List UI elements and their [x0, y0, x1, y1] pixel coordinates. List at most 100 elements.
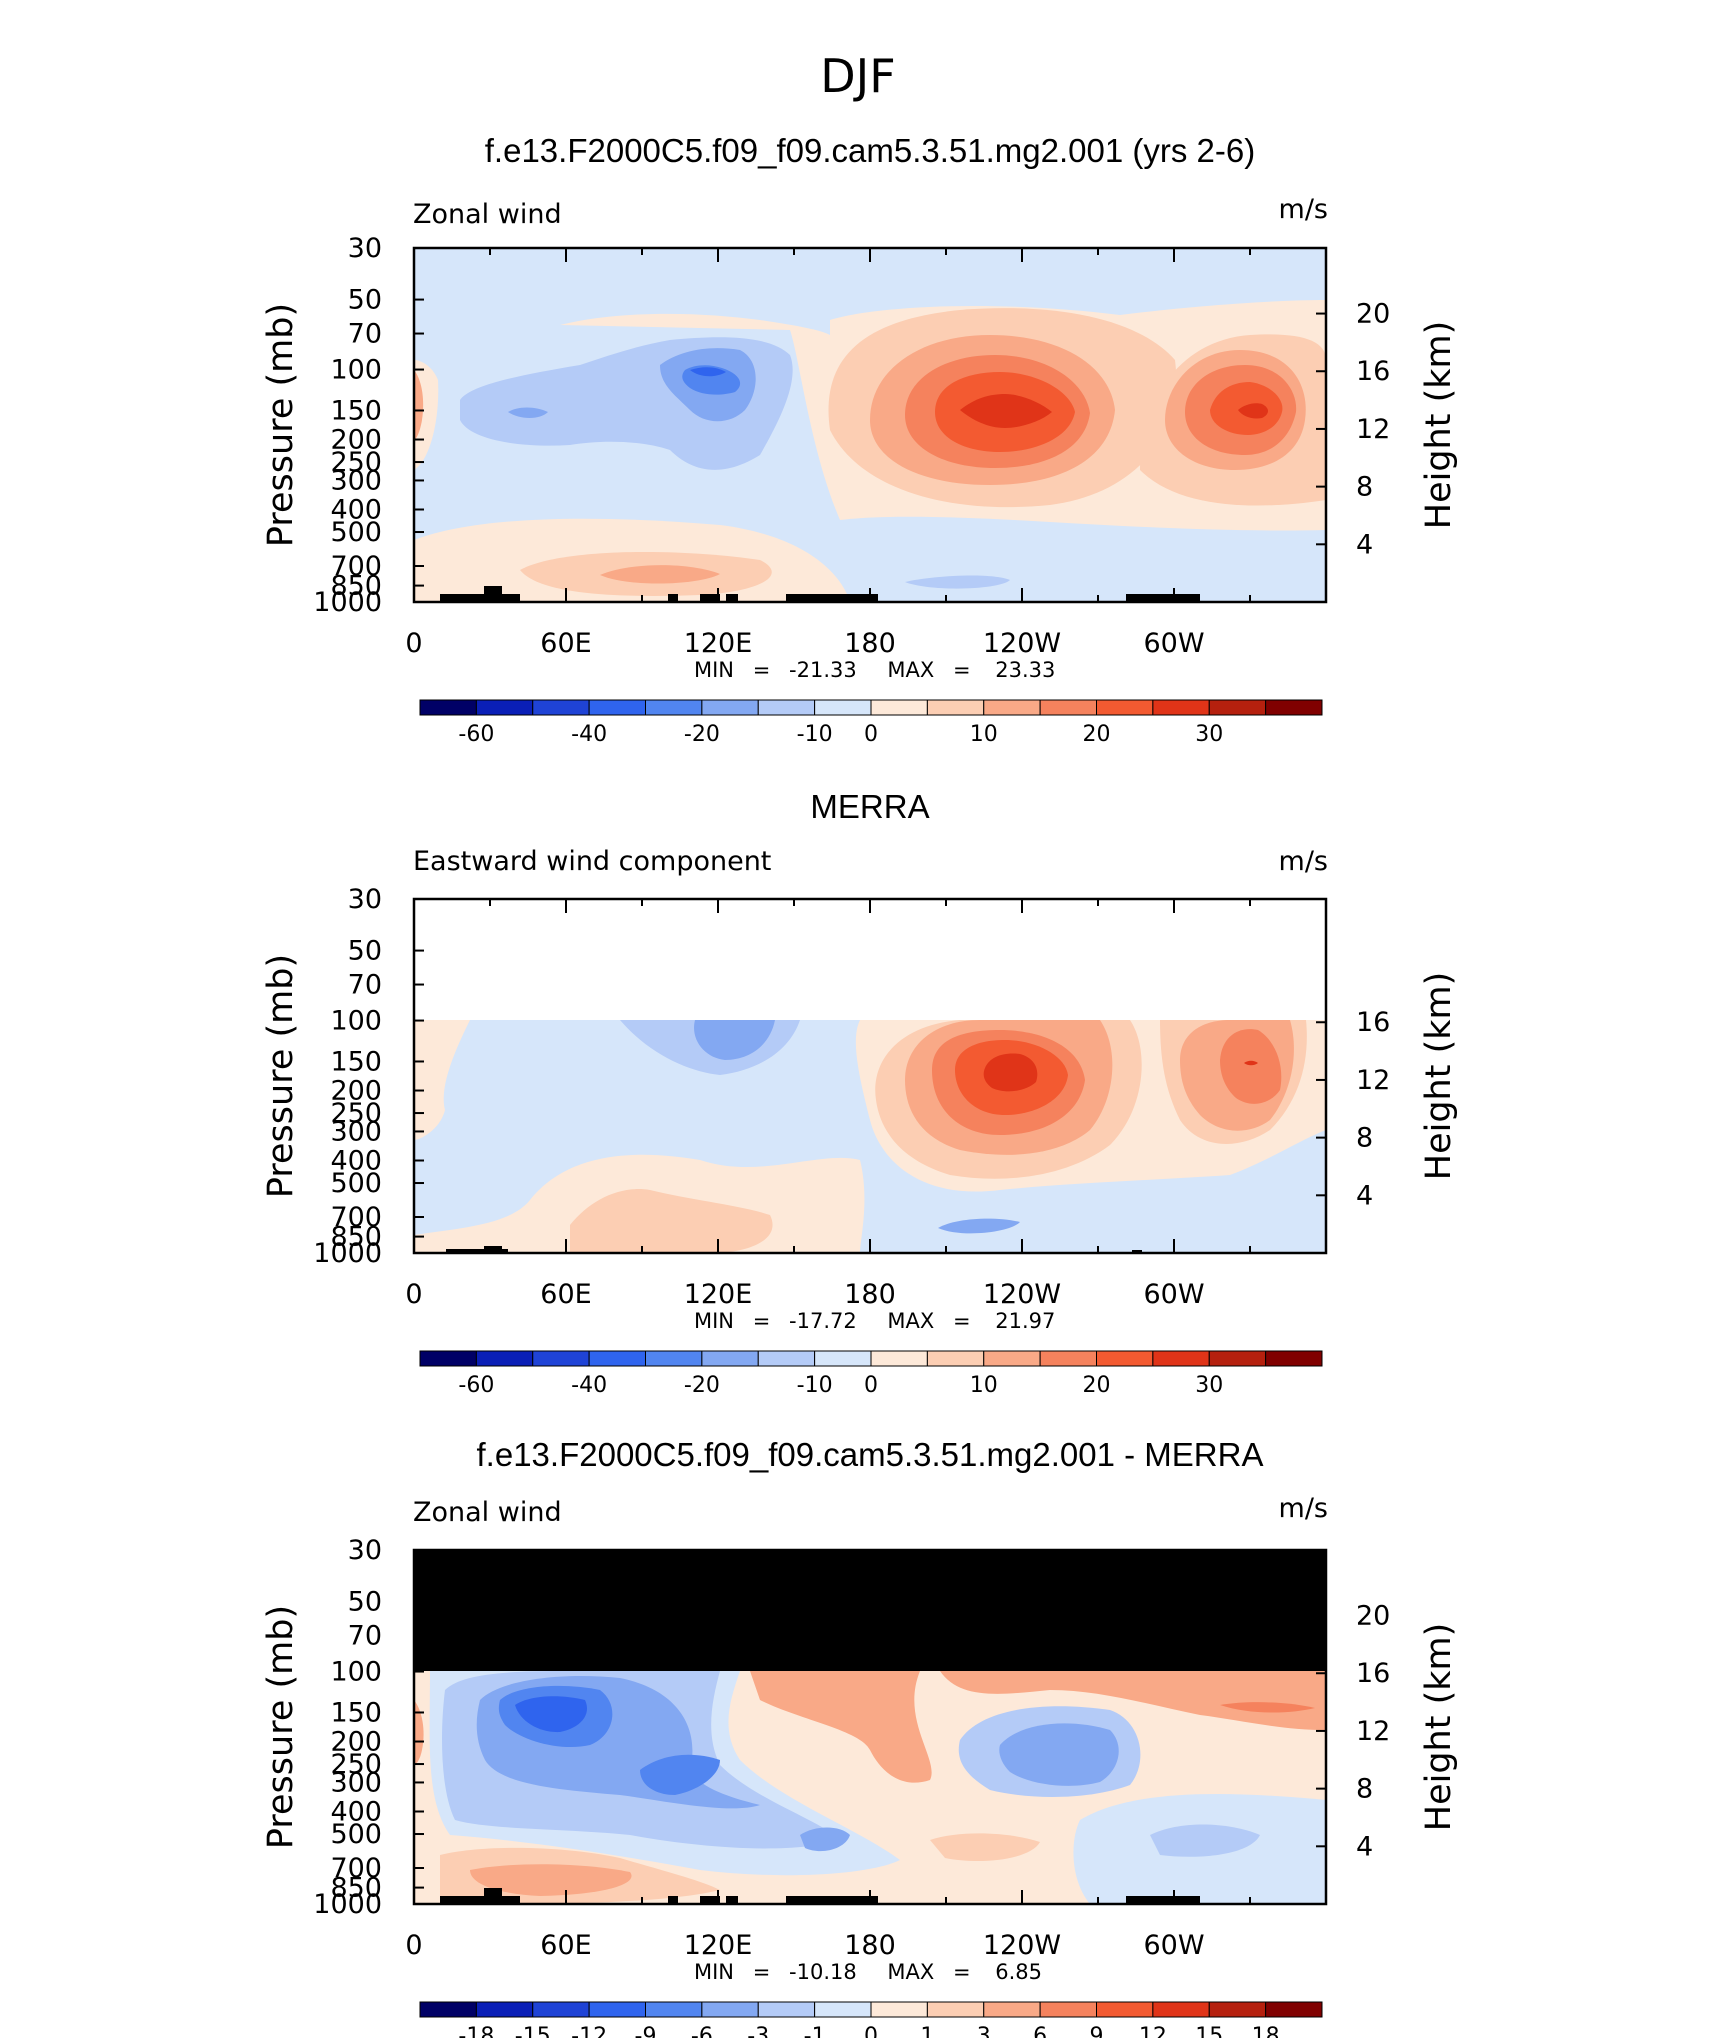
- x-tick-label: 0: [405, 1930, 422, 1961]
- colorbar-label: -12: [571, 2024, 607, 2038]
- y2-axis-title: Height (km): [1419, 321, 1459, 530]
- y-tick-label: 850: [330, 571, 382, 602]
- topo-block: [440, 594, 520, 602]
- page-title: DJF: [820, 49, 895, 103]
- colorbar-swatch: [1208, 2001, 1267, 2018]
- colorbar-label: -60: [458, 722, 494, 747]
- y-tick-label: 700: [330, 551, 382, 582]
- contour-pos-low-mid: [930, 1833, 1040, 1862]
- y-tick-label: 70: [348, 970, 382, 1001]
- topo-block: [1126, 594, 1200, 602]
- y-tick-label: 850: [330, 1222, 382, 1253]
- contour-field: [414, 1020, 1326, 1253]
- colorbar-swatch: [1096, 2001, 1154, 2018]
- y-tick-label: 250: [330, 1749, 382, 1780]
- min-max-readout: MIN = -17.72 MAX = 21.97: [694, 1309, 1055, 1333]
- colorbar-label: -60: [458, 1373, 494, 1398]
- y2-tick-label: 16: [1356, 356, 1390, 387]
- x-tick-label: 120W: [983, 628, 1061, 659]
- topo-block: [726, 594, 738, 602]
- colorbar-swatch: [1265, 699, 1323, 716]
- contour-easterly-small: [508, 407, 548, 418]
- colorbar-swatch: [1152, 699, 1210, 716]
- y-tick-label: 150: [330, 395, 382, 426]
- y-axis-title: Pressure (mb): [261, 303, 301, 547]
- colorbar-swatch: [814, 1350, 872, 1367]
- y-tick-label: 200: [330, 1076, 382, 1107]
- x-axis-ticks: 0 60E 120E 180 120W 60W: [405, 899, 1251, 1310]
- colorbar-label: 3: [977, 2024, 991, 2038]
- topo-block: [484, 1888, 502, 1904]
- contour-pos-edge: [414, 1700, 424, 1765]
- colorbar-swatch: [757, 1350, 816, 1367]
- masked-region: [414, 1550, 1326, 1671]
- y2-tick-label: 8: [1356, 1774, 1373, 1805]
- x-tick-label: 180: [844, 1279, 896, 1310]
- colorbar-swatch: [1265, 1350, 1323, 1367]
- x-tick-label: 60E: [540, 1930, 591, 1961]
- y-tick-label: 70: [348, 1621, 382, 1652]
- x-tick-label: 60W: [1143, 1279, 1204, 1310]
- colorbar-swatch: [1039, 699, 1097, 716]
- colorbar-swatch: [419, 699, 477, 716]
- max-label: MAX: [887, 1960, 934, 1984]
- colorbar-label: 0: [864, 722, 878, 747]
- max-label: MAX: [887, 1309, 934, 1333]
- colorbar: -60 -40 -20 -10 0 10 20 30: [419, 1350, 1323, 1398]
- colorbar-swatch: [1096, 699, 1154, 716]
- topo-block: [440, 1896, 520, 1904]
- contour-lower-positive-3: [600, 565, 720, 584]
- y-tick-label: 1000: [313, 587, 382, 618]
- colorbar-swatch: [926, 699, 985, 716]
- colorbar-label: 10: [970, 1373, 998, 1398]
- y-tick-label: 500: [330, 1168, 382, 1199]
- units-label: m/s: [1279, 194, 1328, 225]
- contour-jet2-max: [1238, 403, 1268, 419]
- colorbar-swatch: [588, 699, 646, 716]
- colorbar-swatch: [419, 2001, 477, 2018]
- topo-block: [484, 1246, 502, 1253]
- y-tick-label: 100: [330, 1657, 382, 1688]
- colorbar: -18 -15 -12 -9 -6 -3 -1 0 1 3 6 9 12 15 18: [419, 2001, 1323, 2038]
- colorbar-label: 6: [1033, 2024, 1047, 2038]
- colorbar-label: 20: [1083, 1373, 1111, 1398]
- colorbar-swatch: [1208, 1350, 1267, 1367]
- topo-block: [446, 1249, 508, 1253]
- variable-label: Zonal wind: [413, 199, 562, 230]
- colorbar-label: 30: [1195, 722, 1223, 747]
- x-tick-label: 120E: [684, 1930, 753, 1961]
- colorbar-swatch: [701, 2001, 759, 2018]
- colorbar-label: -40: [571, 1373, 607, 1398]
- colorbar-swatch: [475, 1350, 534, 1367]
- max-label: MAX: [887, 658, 934, 682]
- y-tick-label: 300: [330, 1116, 382, 1147]
- colorbar-swatch: [532, 1350, 590, 1367]
- y-tick-label: 30: [348, 1535, 382, 1566]
- y-tick-label: 50: [348, 285, 382, 316]
- y-tick-label: 700: [330, 1202, 382, 1233]
- contour-field: [414, 1550, 1326, 1904]
- topo-block: [668, 1896, 678, 1904]
- colorbar-swatch: [475, 699, 534, 716]
- contour-field: [414, 248, 1326, 602]
- colorbar-label: -20: [684, 722, 720, 747]
- x-axis-ticks: 0 60E 120E 180 120W 60W: [405, 248, 1251, 659]
- colorbar-label: 12: [1139, 2024, 1167, 2038]
- y2-tick-label: 8: [1356, 1123, 1373, 1154]
- panel-title: f.e13.F2000C5.f09_f09.cam5.3.51.mg2.001 …: [477, 1436, 1264, 1473]
- topo-block: [786, 594, 878, 602]
- min-value: -21.33: [789, 658, 857, 682]
- y-axis-title: Pressure (mb): [261, 954, 301, 1198]
- x-tick-label: 60W: [1143, 1930, 1204, 1961]
- contour-pos-upper: [750, 1671, 932, 1783]
- colorbar-label: -9: [635, 2024, 657, 2038]
- contour-neg-12: [515, 1696, 588, 1733]
- y2-tick-label: 20: [1356, 299, 1390, 330]
- colorbar-swatch: [983, 1350, 1041, 1367]
- units-label: m/s: [1279, 846, 1328, 877]
- x-tick-label: 120E: [684, 628, 753, 659]
- max-value: 23.33: [995, 658, 1055, 682]
